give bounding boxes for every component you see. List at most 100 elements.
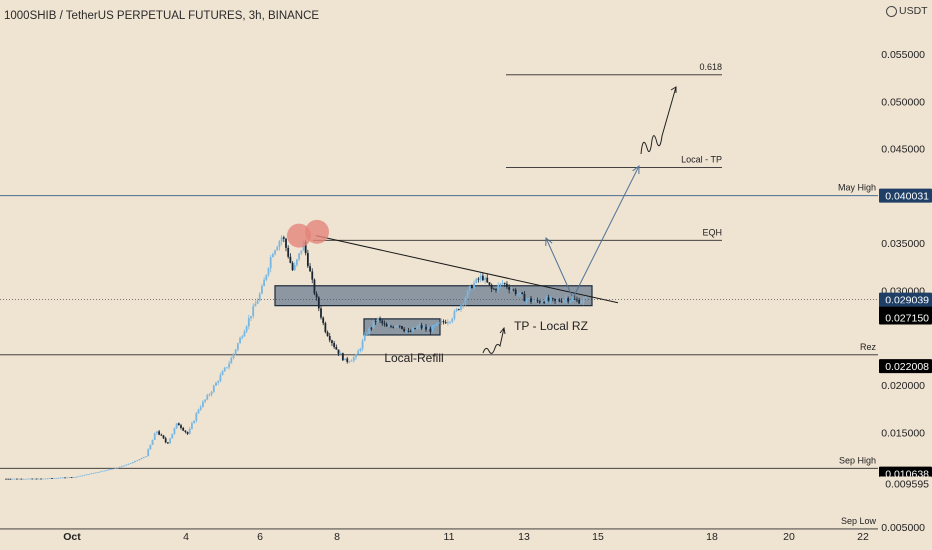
candle-body <box>173 428 176 434</box>
candle-body <box>479 275 482 280</box>
candle-body <box>401 326 403 329</box>
candle-body <box>471 285 473 289</box>
candle-body <box>554 298 556 301</box>
price-label: 0.027150 <box>885 312 929 324</box>
candle-body <box>565 297 567 300</box>
candle-body <box>376 318 379 322</box>
candle-body <box>287 247 290 257</box>
candle-body <box>352 357 355 361</box>
candle-body <box>346 358 349 362</box>
candle-body <box>460 305 462 310</box>
candle-body <box>300 250 303 254</box>
candle-body <box>473 282 476 289</box>
candle-body <box>392 326 395 328</box>
y-tick-label: 0.035000 <box>881 238 925 250</box>
candle-body <box>366 334 368 336</box>
candle-body <box>416 326 419 330</box>
candle-body <box>433 325 436 327</box>
level-label: Sep Low <box>841 516 877 526</box>
candle-body <box>510 289 513 291</box>
zone-label: TP - Local RZ <box>514 319 588 333</box>
candle-body <box>475 278 478 283</box>
candle-body <box>508 287 511 290</box>
candle-body <box>573 298 576 300</box>
candle-body <box>149 444 152 450</box>
candle-body <box>75 476 77 478</box>
candle-body <box>363 334 366 341</box>
candle-body <box>269 257 272 269</box>
candle-body <box>258 293 261 301</box>
candle-body <box>18 478 21 480</box>
y-tick-label: 0.020000 <box>881 380 925 392</box>
candle-body <box>490 284 493 289</box>
candle-body <box>387 326 390 327</box>
candle-body <box>569 300 572 302</box>
candle-body <box>68 477 71 478</box>
candle-body <box>140 458 143 460</box>
candle-body <box>55 478 58 479</box>
candle-body <box>226 367 228 369</box>
candle-body <box>512 289 515 291</box>
candle-body <box>90 473 93 475</box>
candle-body <box>571 298 574 301</box>
level-label: May High <box>838 183 876 193</box>
price-label-bg <box>879 359 932 374</box>
candle-body <box>298 253 301 260</box>
candle-body <box>42 478 45 480</box>
candle-body <box>385 324 388 327</box>
candle-body <box>499 283 502 286</box>
level-label: Sep High <box>839 455 876 465</box>
candle-body <box>558 300 561 302</box>
price-label: 0.022008 <box>885 361 929 373</box>
candle-body <box>514 289 517 295</box>
candle-body <box>228 363 231 368</box>
candle-body <box>261 286 263 294</box>
y-tick-label: 0.050000 <box>881 96 925 108</box>
candle-body <box>409 331 412 333</box>
candle-body <box>357 350 360 355</box>
candle-body <box>5 478 7 480</box>
candle-body <box>195 413 198 421</box>
candle-body <box>199 407 202 410</box>
x-tick-label: 4 <box>183 531 189 543</box>
candle-body <box>147 449 150 457</box>
candle-body <box>538 301 541 303</box>
candle-body <box>311 271 314 280</box>
candle-body <box>112 468 115 470</box>
candle-body <box>103 470 106 472</box>
candle-body <box>431 325 434 332</box>
candle-body <box>131 462 134 464</box>
candle-body <box>344 358 346 361</box>
candle-body <box>158 431 161 435</box>
candle-body <box>549 298 552 301</box>
candle-body <box>405 331 408 332</box>
candle-body <box>31 478 34 480</box>
tp-projection-arrow <box>573 165 640 297</box>
candle-body <box>215 382 217 386</box>
candle-body <box>446 322 449 324</box>
candle-body <box>320 308 322 318</box>
candle-body <box>394 326 397 328</box>
candle-body <box>304 241 307 254</box>
candle-body <box>578 300 581 304</box>
candle-body <box>153 433 156 441</box>
candle-body <box>83 474 86 476</box>
candle-body <box>411 328 414 332</box>
candle-body <box>339 353 342 354</box>
candle-body <box>92 472 95 474</box>
candle-body <box>322 317 325 324</box>
candle-body <box>223 367 226 372</box>
candle-body <box>477 278 480 280</box>
candle-body <box>236 343 239 350</box>
candle-body <box>145 456 147 458</box>
candle-body <box>331 340 333 344</box>
candle-body <box>488 282 491 285</box>
candle-body <box>495 289 497 291</box>
x-tick-label: 22 <box>857 531 869 543</box>
candle-body <box>252 306 255 317</box>
candle-body <box>280 237 283 242</box>
candle-body <box>519 292 521 294</box>
candle-body <box>326 332 329 337</box>
candle-body <box>449 321 451 323</box>
